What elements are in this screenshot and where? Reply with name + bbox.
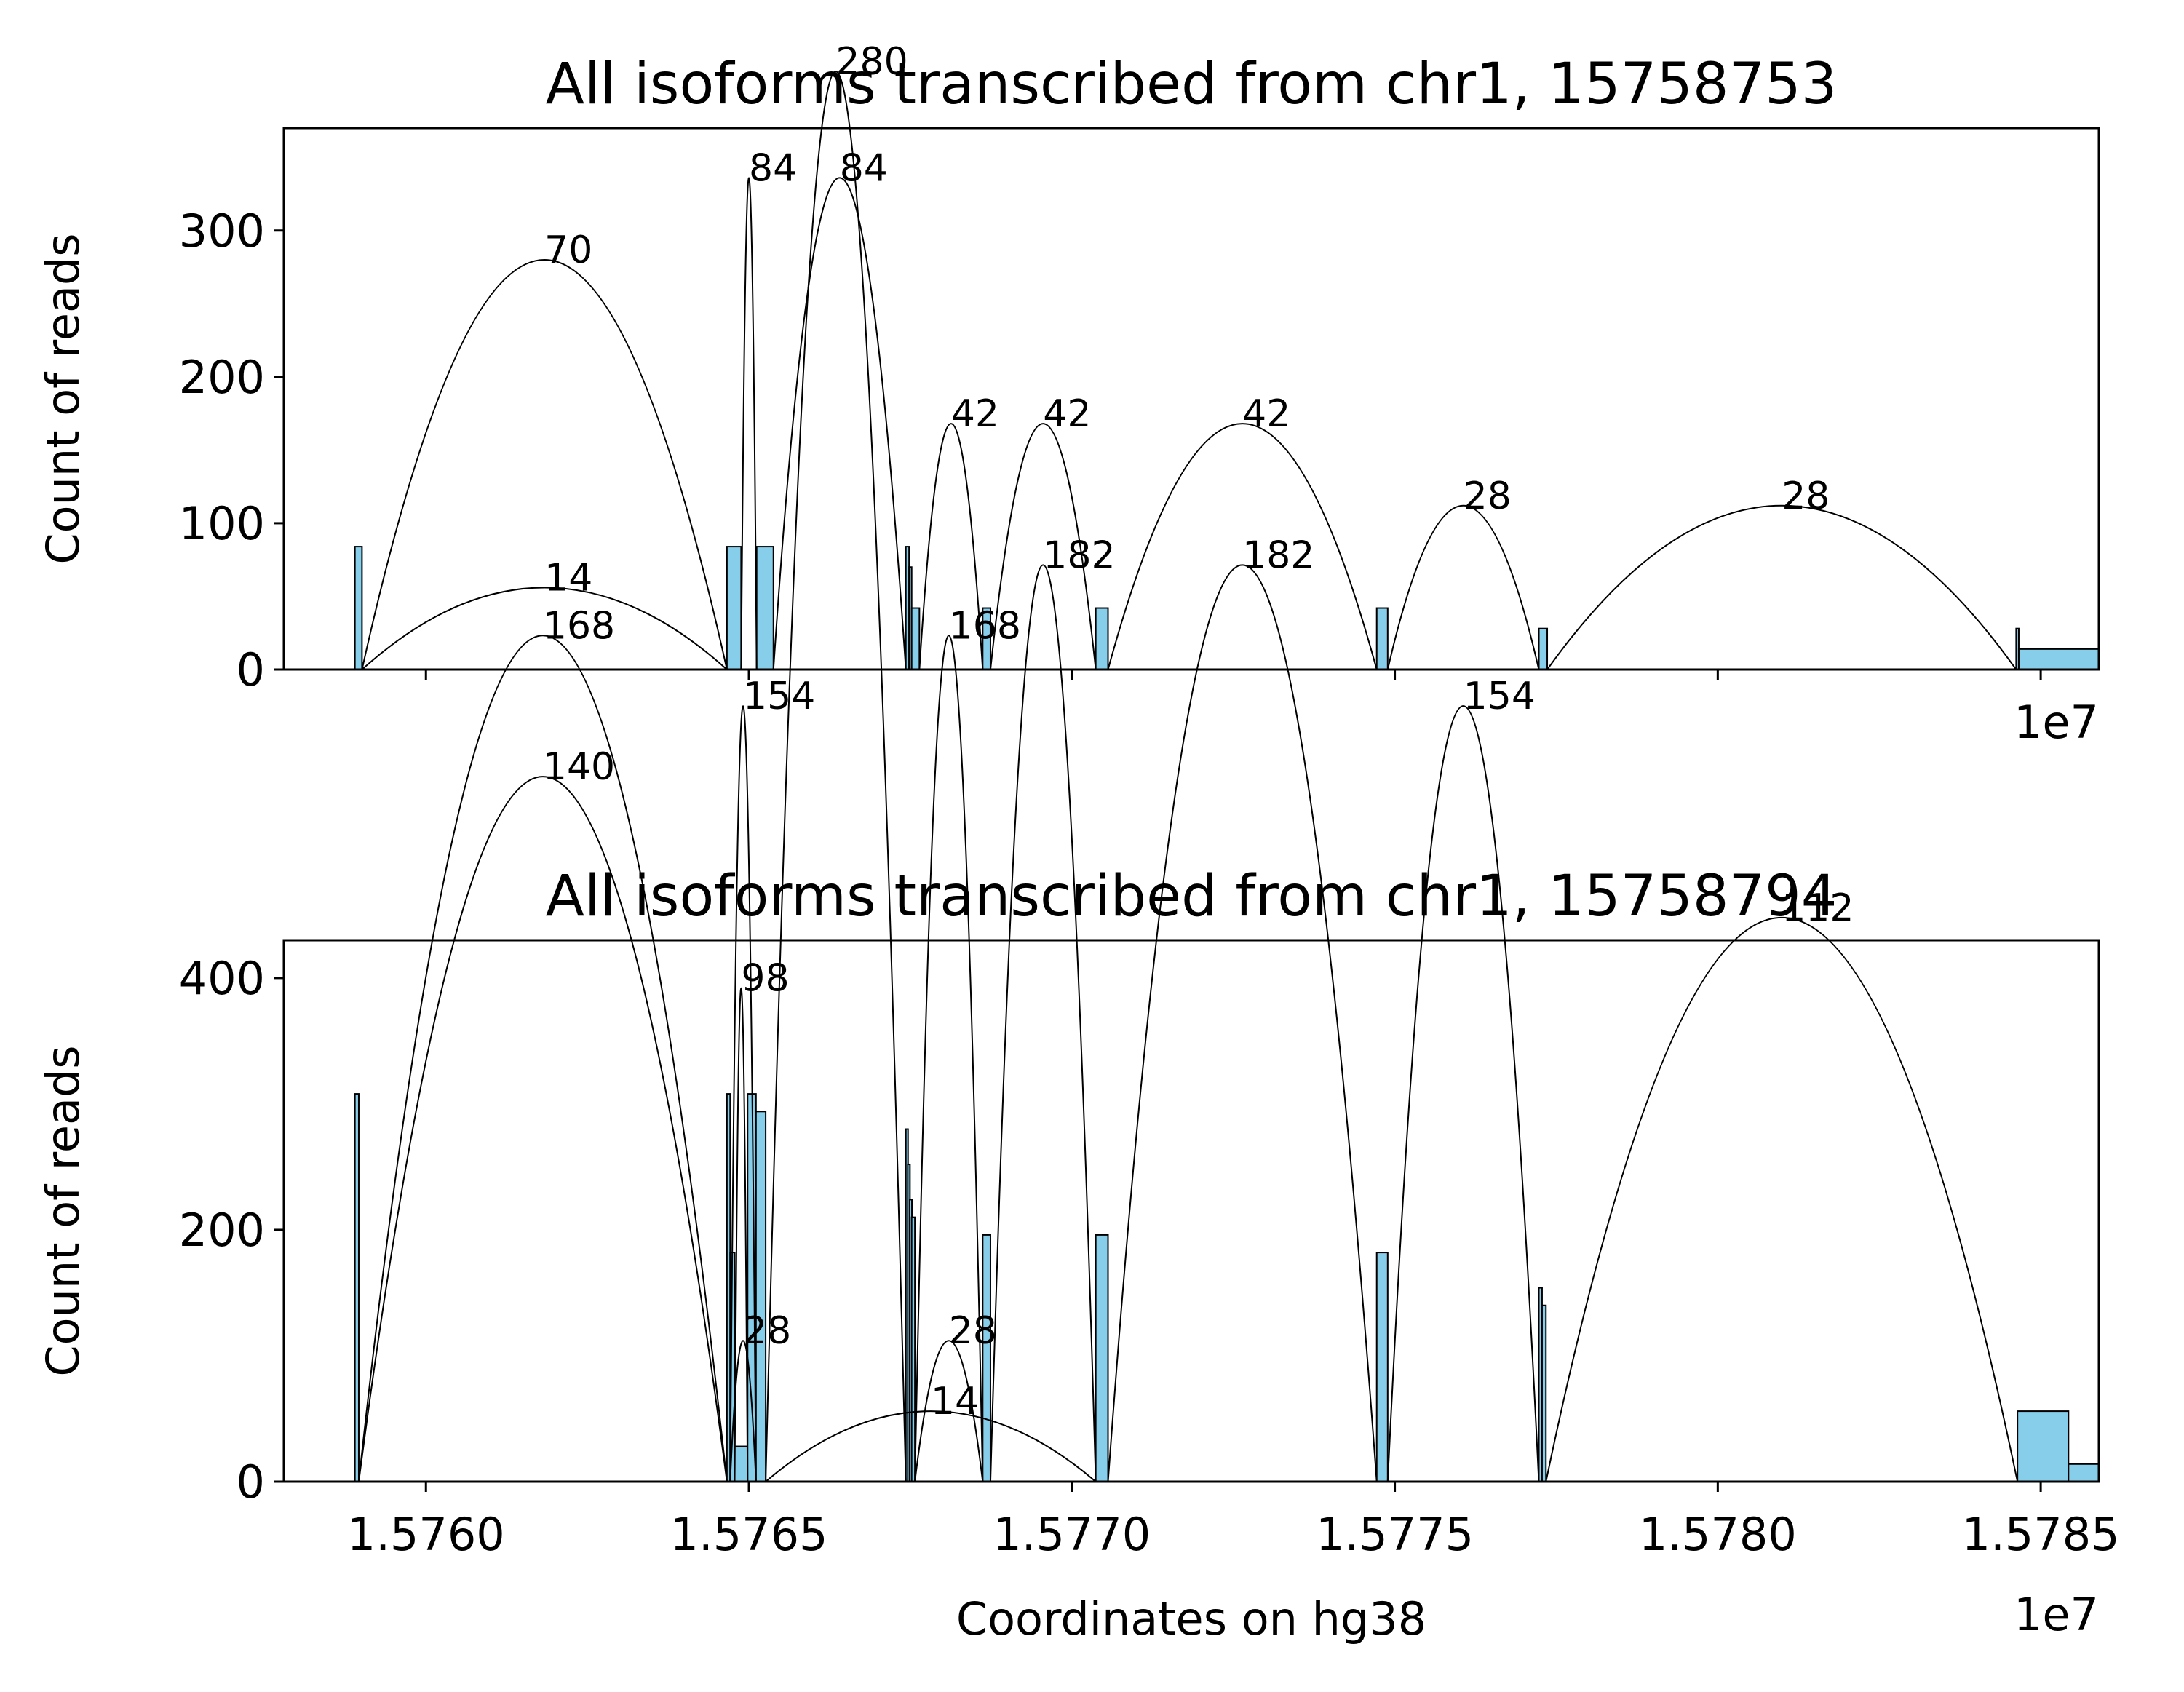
x-offset-label: 1e7 [2014, 1588, 2099, 1641]
y-tick-label: 200 [179, 1204, 265, 1257]
junction-label: 84 [840, 146, 888, 190]
junction-arc [765, 71, 907, 1482]
coverage-bar [1375, 1252, 1389, 1482]
coverage-bar [2017, 648, 2100, 670]
coverage-bar [2068, 1463, 2100, 1482]
y-tick-label: 100 [179, 497, 265, 550]
chart-title: All isoforms transcribed from chr1, 1575… [546, 864, 1838, 929]
junction-arc [729, 1340, 757, 1482]
x-offset-label: 1e7 [2014, 696, 2099, 749]
junction-label: 168 [949, 604, 1021, 648]
junction-arc [1107, 423, 1378, 670]
junction-label: 154 [1464, 675, 1536, 718]
junction-label: 28 [743, 1309, 791, 1353]
coverage-bar [2017, 1410, 2070, 1482]
junction-arc [918, 423, 984, 670]
junction-label: 168 [543, 604, 615, 648]
junction-arc [1107, 564, 1378, 1482]
junction-label: 84 [749, 146, 797, 190]
axes-frame [282, 939, 2100, 1483]
junction-label: 154 [743, 675, 815, 718]
junction-label: 28 [1782, 474, 1830, 518]
y-tick-label: 300 [179, 204, 265, 258]
junction-arc [740, 177, 758, 670]
junction-arc [1386, 505, 1540, 670]
junction-label: 42 [1242, 392, 1290, 436]
y-axis-label: Count of reads [36, 233, 90, 564]
junction-label: 140 [543, 745, 615, 789]
junction-arc [357, 776, 728, 1482]
coverage-bar [1095, 607, 1109, 671]
x-tick-label: 1.5775 [1316, 1508, 1474, 1561]
junction-label: 14 [544, 556, 592, 600]
coverage-bar [354, 546, 363, 671]
junction-arc [914, 635, 984, 1482]
junction-arc [361, 587, 728, 670]
junction-label: 112 [1782, 886, 1854, 930]
y-tick-label: 0 [237, 643, 265, 696]
axes-frame [282, 127, 2100, 671]
junction-label: 182 [1242, 533, 1314, 577]
x-tick-label: 1.5760 [347, 1508, 505, 1561]
junction-arc [914, 1340, 984, 1482]
junction-label: 182 [1043, 533, 1115, 577]
junction-arc [734, 988, 749, 1482]
junction-arc [989, 423, 1097, 670]
junction-arc [765, 1410, 1097, 1482]
y-tick-label: 0 [237, 1455, 265, 1509]
junction-arc [357, 635, 728, 1482]
coverage-bar [726, 546, 742, 671]
y-axis-label: Count of reads [36, 1045, 90, 1376]
junction-label: 28 [949, 1309, 997, 1353]
junction-arc [772, 177, 907, 670]
coverage-bar [1538, 627, 1549, 671]
coverage-bar [1375, 607, 1389, 671]
junction-arc [1386, 705, 1540, 1482]
coverage-bar [1095, 1234, 1109, 1482]
coverage-bar [910, 1216, 916, 1482]
junction-arc [1546, 505, 2017, 670]
coverage-bar [755, 546, 774, 671]
x-axis-label: Coordinates on hg38 [956, 1592, 1426, 1645]
y-tick-label: 400 [179, 952, 265, 1005]
junction-label: 42 [1043, 392, 1091, 436]
junction-arc [989, 564, 1097, 1482]
coverage-bar [910, 607, 921, 671]
chart-panel-1: 70 14 84 84 42 42 42 28 28 0 100 200 300 1e7 All isofo… [36, 52, 2100, 749]
junction-label: 28 [1464, 474, 1512, 518]
junction-label: 98 [741, 957, 789, 1001]
junction-label: 70 [544, 229, 592, 272]
coverage-bar [1541, 1304, 1547, 1483]
junction-arc [729, 705, 757, 1482]
junction-label: 280 [835, 40, 908, 84]
junction-label: 42 [951, 392, 999, 436]
coverage-bar [734, 1445, 749, 1482]
y-tick-label: 200 [179, 351, 265, 404]
coverage-bar [755, 1111, 767, 1483]
chart-title: All isoforms transcribed from chr1, 1575… [546, 52, 1838, 117]
x-tick-label: 1.5785 [1962, 1508, 2120, 1561]
x-tick-label: 1.5780 [1639, 1508, 1797, 1561]
junction-arc [1545, 917, 2019, 1482]
coverage-bar [982, 1234, 991, 1482]
x-tick-label: 1.5765 [670, 1508, 828, 1561]
x-tick-label: 1.5770 [993, 1508, 1151, 1561]
coverage-bar [354, 1093, 360, 1482]
junction-arc [361, 258, 728, 670]
